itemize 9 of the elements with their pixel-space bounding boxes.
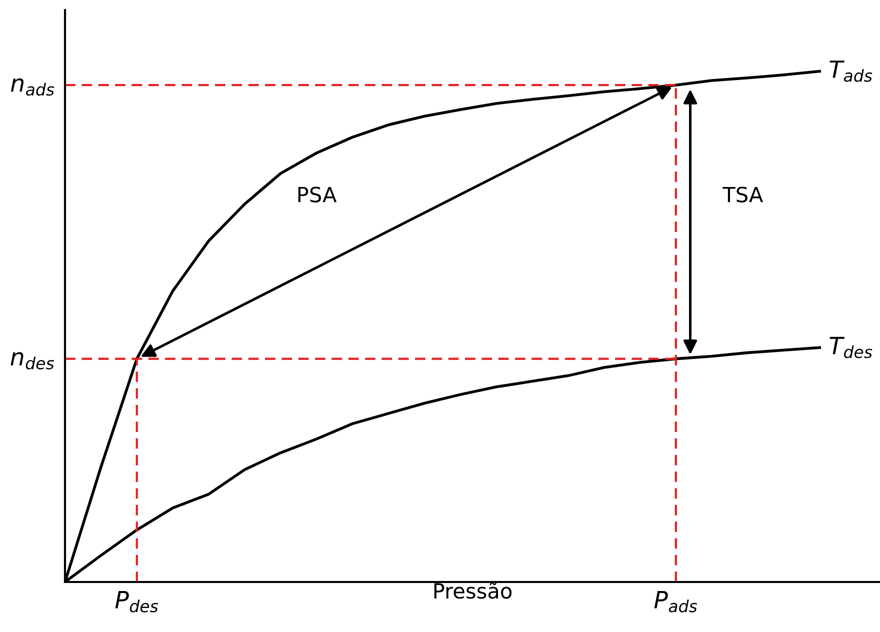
annotation: PSA: [298, 186, 337, 202]
series-label: T$_{des}$: [830, 336, 872, 358]
x-tick-label: P$_{des}$: [115, 591, 158, 612]
ref-line-label: n$_{ads}$: [10, 78, 54, 96]
annotation: TSA: [722, 186, 764, 202]
series-label: T$_{ads}$: [830, 60, 872, 82]
x-tick-label: P$_{ads}$: [654, 591, 698, 612]
ref-line-label: n$_{des}$: [10, 352, 54, 370]
x-axis-title: Pressão: [434, 582, 512, 599]
